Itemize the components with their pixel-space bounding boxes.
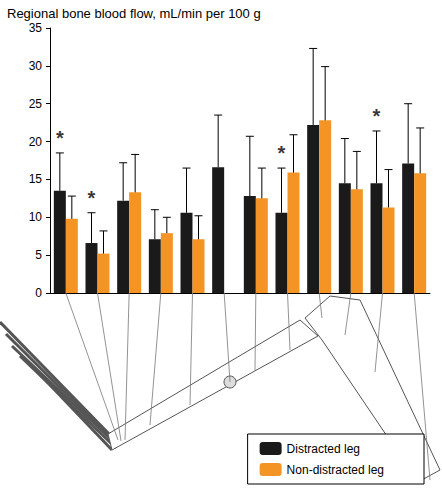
svg-text:*: * — [373, 105, 381, 127]
svg-text:*: * — [56, 127, 64, 149]
svg-text:10: 10 — [29, 210, 43, 224]
svg-text:25: 25 — [29, 97, 43, 111]
svg-text:*: * — [88, 187, 96, 209]
svg-text:Regional bone blood flow, mL/m: Regional bone blood flow, mL/min per 100… — [7, 6, 261, 21]
svg-text:15: 15 — [29, 172, 43, 186]
svg-text:30: 30 — [29, 59, 43, 73]
svg-text:0: 0 — [35, 286, 42, 300]
svg-text:*: * — [278, 142, 286, 164]
svg-text:Distracted leg: Distracted leg — [287, 442, 360, 456]
svg-text:5: 5 — [35, 248, 42, 262]
svg-text:Non-distracted leg: Non-distracted leg — [287, 463, 384, 477]
svg-text:35: 35 — [29, 21, 43, 35]
svg-text:20: 20 — [29, 135, 43, 149]
